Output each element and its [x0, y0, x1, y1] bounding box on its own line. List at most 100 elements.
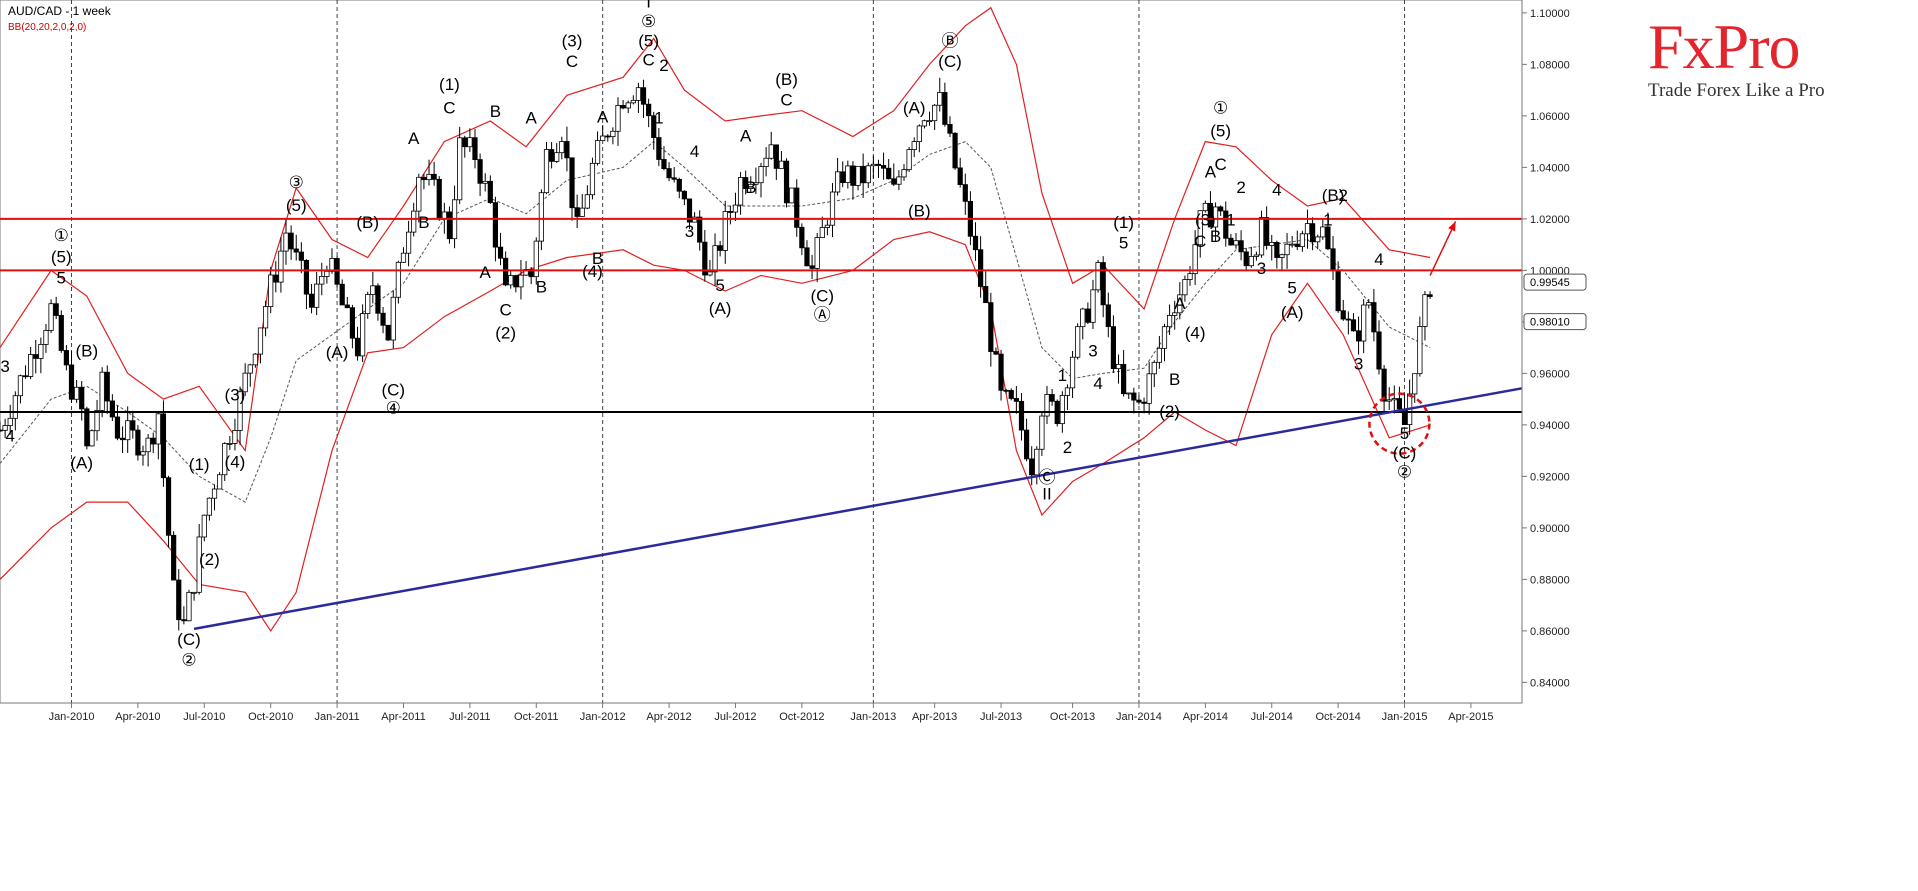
y-tick-label: 1.02000	[1530, 214, 1570, 226]
candle-body	[497, 246, 504, 259]
candle-body	[472, 137, 478, 160]
candle-body	[635, 87, 642, 101]
candle-body	[804, 247, 810, 267]
indicator-label: BB(20,20,2,0,2,0)	[8, 22, 87, 33]
candle-body	[1064, 387, 1071, 396]
candle-body	[1182, 279, 1188, 296]
brand-logo: FxPro Trade Forex Like a Pro	[1640, 10, 1890, 110]
candle-body	[68, 364, 75, 400]
candle-body	[758, 166, 764, 184]
candle-body	[17, 375, 24, 397]
candle-body	[584, 194, 590, 209]
candle-body	[727, 211, 733, 213]
x-tick-label: Apr-2015	[1448, 711, 1493, 723]
candle-body	[365, 294, 371, 314]
wave-label: ②	[1397, 463, 1412, 482]
candle-body	[773, 144, 779, 169]
candle-body	[1131, 392, 1137, 401]
candle-body	[63, 350, 69, 366]
wave-label: 2	[1339, 186, 1348, 205]
candle-body	[1412, 373, 1418, 395]
candle-body	[201, 514, 207, 538]
x-tick-label: Jan-2014	[1116, 711, 1162, 723]
candle-body	[319, 276, 325, 285]
candle-body	[1274, 242, 1280, 258]
candle-body	[0, 429, 3, 432]
candle-body	[171, 534, 177, 581]
candle-body	[1029, 458, 1035, 476]
candle-body	[84, 408, 90, 447]
y-tick-label: 0.92000	[1530, 471, 1570, 483]
candle-body	[217, 474, 223, 490]
x-tick-label: Jan-2015	[1382, 711, 1428, 723]
wave-label: ⑤	[641, 12, 656, 31]
candle-body	[707, 271, 713, 276]
candle-body	[405, 231, 412, 254]
wave-annotations: ①(5)534(B)(A) (1)(2)(C)②(3)(4)③(5)(A)(B)(…	[0, 0, 1416, 670]
candle-body	[1422, 294, 1428, 327]
x-tick-label: Jan-2012	[580, 711, 626, 723]
wave-label: (A)	[709, 299, 732, 318]
candle-body	[921, 120, 928, 127]
candle-body	[605, 135, 611, 138]
wave-label: ④	[386, 398, 401, 417]
reversal-circle	[1368, 392, 1431, 455]
wave-label: A	[1174, 294, 1186, 313]
candle-body	[896, 176, 902, 185]
wave-label: ③	[289, 173, 304, 192]
candle-body	[1264, 217, 1270, 246]
candle-body	[794, 187, 800, 228]
price-box-label: 0.98010	[1530, 317, 1570, 329]
wave-label: A	[1205, 163, 1217, 182]
candle-body	[308, 293, 315, 308]
candle-body	[870, 163, 876, 167]
candle-body	[1284, 243, 1290, 256]
candle-body	[891, 178, 897, 185]
y-tick-label: 0.88000	[1530, 574, 1570, 586]
wave-label: 1	[1323, 210, 1332, 229]
candle-body	[462, 137, 468, 148]
candle-body	[283, 232, 289, 252]
candle-body	[360, 313, 366, 357]
candle-body	[344, 304, 350, 309]
wave-label: B	[490, 102, 501, 121]
candle-body	[2, 425, 8, 431]
candle-body	[74, 386, 80, 400]
wave-label: (4)	[1185, 324, 1206, 343]
candle-body	[1269, 242, 1275, 246]
candle-body	[548, 149, 555, 162]
candle-body	[1003, 389, 1009, 392]
wave-label: (1)	[1113, 213, 1134, 232]
wave-label: C	[1215, 155, 1227, 174]
candle-body	[1141, 401, 1147, 404]
wave-label: (4)	[225, 452, 246, 471]
trendline	[193, 387, 1523, 631]
candle-body	[983, 286, 989, 304]
candle-body	[33, 354, 39, 359]
candle-body	[1212, 206, 1219, 228]
candle-body	[656, 137, 662, 160]
candle-body	[676, 178, 682, 192]
candle-body	[589, 162, 596, 196]
x-tick-label: Apr-2010	[115, 711, 160, 723]
candle-body	[227, 443, 233, 445]
candle-body	[28, 354, 34, 377]
wave-label: (4)	[582, 262, 603, 281]
wave-label: C	[443, 98, 455, 117]
candle-body	[252, 353, 258, 366]
candle-body	[53, 303, 59, 316]
wave-label: (2)	[1159, 402, 1180, 421]
wave-label: A	[740, 127, 752, 146]
candle-body	[748, 183, 754, 189]
candle-body	[492, 202, 499, 248]
candle-body	[712, 245, 718, 273]
candle-body	[1090, 289, 1096, 323]
candle-body	[513, 275, 519, 288]
candle-body	[104, 371, 110, 402]
wave-label: (1)	[439, 75, 460, 94]
candle-body	[298, 251, 304, 261]
wave-label: C	[1194, 232, 1206, 251]
wave-label: (B)	[908, 201, 931, 220]
candle-body	[926, 120, 933, 123]
candle-body	[799, 226, 805, 249]
